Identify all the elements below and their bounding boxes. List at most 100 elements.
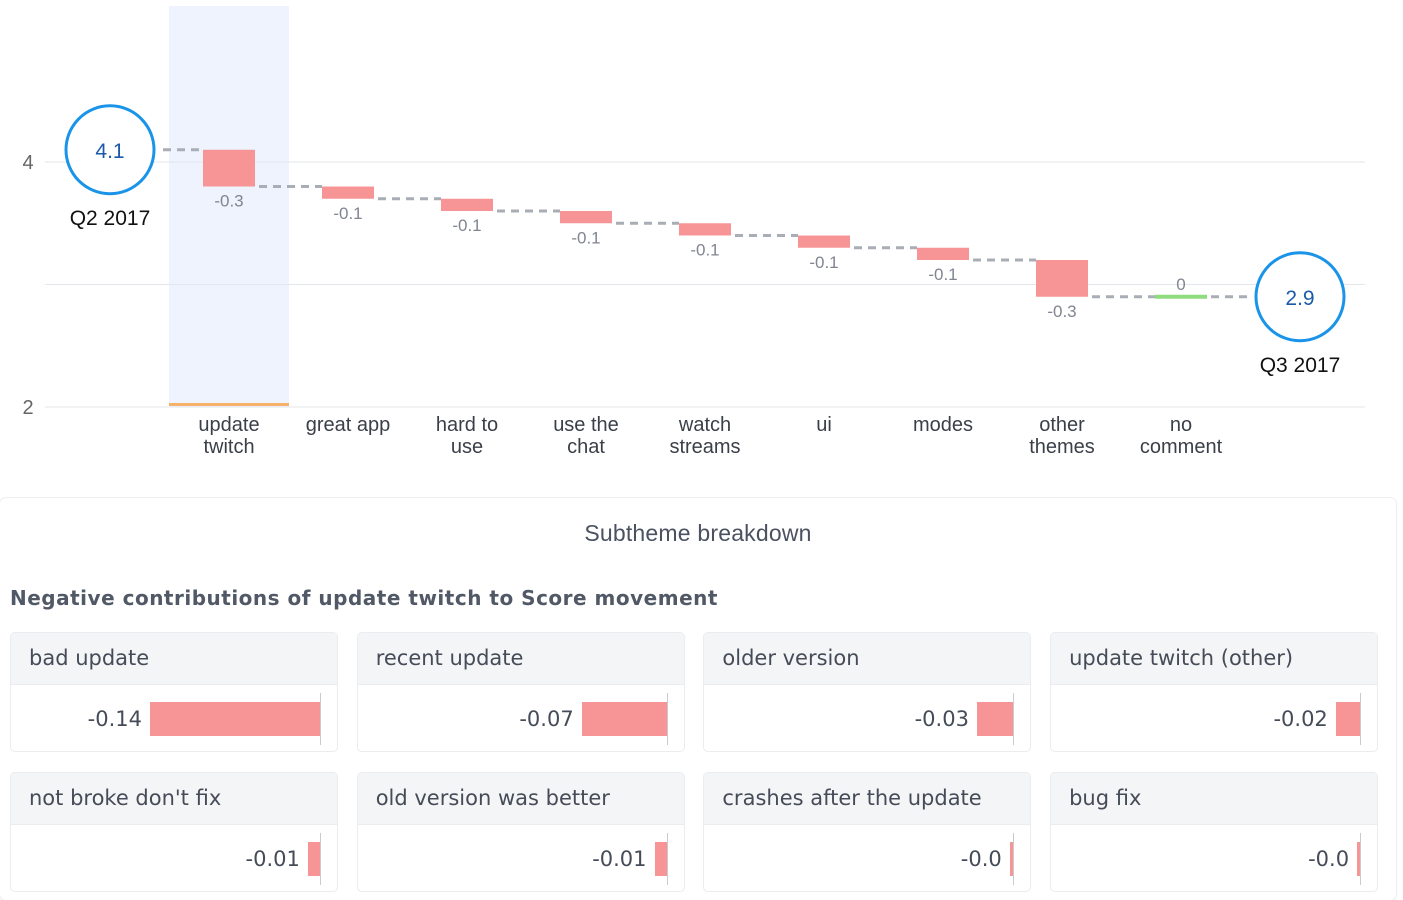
panel-title: Subtheme breakdown	[584, 520, 812, 546]
category-label: comment	[1140, 436, 1223, 458]
category-label: no	[1170, 414, 1192, 436]
end-value: 2.9	[1285, 287, 1314, 310]
contribution-bar	[581, 702, 667, 736]
bar-0[interactable]	[203, 149, 255, 187]
start-label: Q2 2017	[70, 207, 151, 230]
zero-axis	[320, 693, 321, 745]
card-header: older version	[704, 633, 1031, 685]
card-body: -0.0	[1051, 825, 1377, 891]
subtheme-card[interactable]: bad update -0.14	[10, 632, 338, 752]
card-body: -0.01	[11, 825, 337, 891]
card-label: crashes after the update	[722, 786, 982, 810]
category-label: use the	[553, 414, 619, 436]
bar-value-label: -0.1	[809, 253, 838, 272]
zero-axis	[666, 833, 668, 885]
card-body: -0.07	[358, 685, 684, 751]
subtheme-card[interactable]: not broke don't fix -0.01	[10, 772, 338, 892]
card-label: recent update	[375, 646, 524, 670]
y-tick-label: 2	[22, 397, 33, 419]
card-header: bad update	[11, 633, 337, 685]
bar-1[interactable]	[322, 186, 374, 199]
bar-2[interactable]	[441, 198, 493, 211]
card-header: old version was better	[357, 773, 684, 825]
bar-value-label: -0.1	[333, 204, 362, 223]
card-header: update twitch (other)	[1051, 633, 1378, 685]
contribution-value: -0.0	[1308, 847, 1350, 871]
category-label: watch	[678, 414, 731, 436]
end-label: Q3 2017	[1260, 354, 1341, 377]
card-label: bad update	[29, 646, 150, 670]
card-body: -0.0	[704, 825, 1030, 891]
contribution-value: -0.14	[87, 707, 142, 731]
subtheme-cards: bad update -0.14 recent update -0.07 older v…	[10, 632, 1380, 894]
bar-3[interactable]	[560, 211, 612, 224]
end-circle[interactable]	[1254, 251, 1346, 343]
zero-axis	[1360, 833, 1362, 885]
start-value: 4.1	[95, 140, 124, 163]
contribution-value: -0.02	[1273, 707, 1328, 731]
start-circle[interactable]	[64, 104, 156, 196]
card-body: -0.01	[358, 825, 684, 891]
bar-value-label: -0.1	[690, 241, 719, 260]
card-label: update twitch (other)	[1069, 646, 1294, 670]
card-header: not broke don't fix	[11, 773, 337, 825]
zero-axis	[1013, 833, 1015, 885]
contribution-value: -0.01	[245, 847, 300, 871]
card-label: old version was better	[375, 786, 610, 810]
subtheme-card[interactable]: update twitch (other) -0.02	[1050, 632, 1379, 752]
bar-value-label: -0.3	[1047, 302, 1076, 321]
category-label: hard to	[436, 414, 498, 436]
contribution-bar	[1009, 842, 1014, 876]
bar-5[interactable]	[798, 235, 850, 248]
zero-axis	[320, 833, 321, 885]
contribution-value: -0.01	[592, 847, 647, 871]
card-label: not broke don't fix	[29, 786, 222, 810]
subtheme-card[interactable]: old version was better -0.01	[356, 772, 685, 892]
contribution-value: -0.07	[519, 707, 574, 731]
card-header: crashes after the update	[704, 773, 1031, 825]
zero-axis	[1360, 693, 1362, 745]
contribution-value: -0.03	[914, 707, 969, 731]
zero-axis	[666, 693, 668, 745]
contribution-bar	[976, 702, 1014, 736]
panel-subtitle: Negative contributions of update twitch …	[10, 586, 718, 610]
card-header: recent update	[357, 633, 684, 685]
subtheme-card[interactable]: bug fix -0.0	[1050, 772, 1379, 892]
card-body: -0.02	[1051, 685, 1377, 751]
bar-value-label: 0	[1176, 275, 1185, 294]
card-header: bug fix	[1051, 773, 1378, 825]
bar-value-label: -0.1	[928, 265, 957, 284]
contribution-bar	[654, 842, 667, 876]
bar-8[interactable]	[1155, 294, 1207, 299]
subtheme-card[interactable]: older version -0.03	[703, 632, 1032, 752]
y-tick-label: 4	[22, 152, 33, 174]
zero-axis	[1013, 693, 1015, 745]
category-label: streams	[669, 436, 740, 458]
contribution-bar	[307, 842, 320, 876]
contribution-bar	[1335, 702, 1361, 736]
category-label: use	[451, 436, 483, 458]
highlight-band	[169, 6, 289, 407]
highlight-baseline	[169, 403, 289, 406]
bar-value-label: -0.1	[571, 228, 600, 247]
contribution-value: -0.0	[960, 847, 1002, 871]
card-label: bug fix	[1069, 786, 1142, 810]
category-label: ui	[816, 414, 832, 436]
category-label: great app	[306, 414, 391, 436]
bar-7[interactable]	[1036, 260, 1088, 297]
subtheme-card[interactable]: crashes after the update -0.0	[703, 772, 1032, 892]
bar-value-label: -0.1	[452, 216, 481, 235]
category-label: modes	[913, 414, 973, 436]
bar-value-label: -0.3	[214, 192, 243, 211]
bar-4[interactable]	[679, 223, 731, 236]
contribution-bar	[150, 702, 320, 736]
contribution-bar	[1357, 842, 1361, 876]
category-label: update	[198, 414, 259, 436]
card-body: -0.03	[704, 685, 1030, 751]
subtheme-card[interactable]: recent update -0.07	[356, 632, 685, 752]
category-label: chat	[567, 436, 605, 458]
category-label: other	[1039, 414, 1085, 436]
card-label: older version	[722, 646, 860, 670]
bar-6[interactable]	[917, 247, 969, 260]
